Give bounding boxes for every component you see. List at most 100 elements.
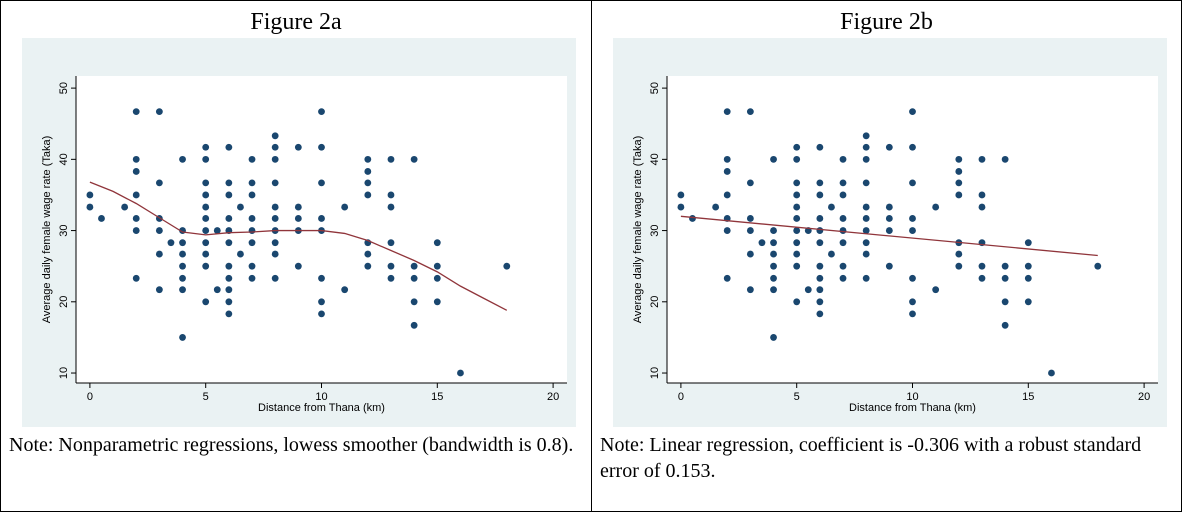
- point: [1024, 274, 1032, 282]
- point: [387, 274, 395, 282]
- x-tick-label: 10: [906, 391, 918, 403]
- point: [862, 155, 870, 163]
- point: [885, 262, 893, 270]
- point: [746, 227, 754, 234]
- figure-cell: Figure 2a 10 20 30 40 50 0 5 10 15 20 Distance fro…: [0, 0, 592, 512]
- point: [932, 286, 940, 294]
- point: [132, 191, 140, 199]
- point: [839, 179, 847, 187]
- figure-title: Figure 2a: [250, 9, 342, 35]
- point: [271, 155, 279, 163]
- point: [746, 215, 754, 222]
- point: [248, 191, 256, 199]
- point: [364, 250, 372, 258]
- point: [816, 286, 824, 294]
- point: [202, 298, 210, 306]
- point: [828, 250, 835, 258]
- point: [410, 262, 418, 270]
- y-axis-label: Average daily female wage rate (Taka): [632, 136, 644, 324]
- point: [271, 179, 279, 187]
- point: [294, 215, 302, 222]
- point: [816, 215, 824, 222]
- point: [179, 286, 186, 294]
- point: [179, 334, 186, 341]
- point: [932, 203, 940, 211]
- point: [839, 191, 847, 199]
- point: [955, 179, 963, 187]
- point: [1048, 369, 1055, 377]
- point: [132, 274, 140, 282]
- point: [179, 262, 186, 270]
- point: [746, 250, 754, 258]
- point: [723, 155, 731, 163]
- fit-line: [680, 215, 1098, 257]
- point: [758, 239, 766, 247]
- point: [410, 298, 418, 306]
- point: [410, 155, 418, 163]
- point: [955, 250, 963, 258]
- point: [839, 215, 847, 222]
- point: [839, 262, 847, 270]
- point: [179, 239, 186, 247]
- x-tick-label: 0: [678, 391, 684, 403]
- y-axis-label: Average daily female wage rate (Taka): [41, 136, 53, 324]
- point: [1024, 298, 1032, 306]
- point: [770, 262, 777, 270]
- point: [862, 203, 870, 211]
- point: [816, 143, 824, 151]
- point: [387, 203, 395, 211]
- point: [885, 227, 893, 234]
- point: [793, 143, 801, 151]
- point: [225, 215, 233, 222]
- point: [433, 274, 441, 282]
- point: [793, 203, 801, 211]
- point: [132, 168, 140, 175]
- point: [816, 191, 824, 199]
- point: [294, 262, 302, 270]
- y-tick-label: 40: [58, 153, 70, 165]
- point: [248, 179, 256, 187]
- point: [909, 298, 916, 306]
- point: [816, 179, 824, 187]
- point: [248, 274, 256, 282]
- point: [248, 215, 256, 222]
- point: [793, 262, 801, 270]
- point: [978, 155, 986, 163]
- point: [364, 262, 372, 270]
- y-tick-label: 30: [649, 224, 661, 236]
- point: [862, 250, 870, 258]
- point: [689, 215, 696, 222]
- point: [978, 274, 986, 282]
- point: [839, 155, 847, 163]
- figure-note: Note: Linear regression, coefficient is …: [600, 434, 1142, 482]
- point: [225, 274, 233, 282]
- point: [793, 227, 801, 234]
- chart: 10 20 30 40 50 0 5 10 15 20 Distance from Thana (k…: [22, 38, 576, 427]
- point: [909, 143, 916, 151]
- point: [978, 203, 986, 211]
- point: [885, 203, 893, 211]
- point: [723, 227, 731, 234]
- point: [1024, 262, 1032, 270]
- point: [793, 155, 801, 163]
- point: [271, 239, 279, 247]
- point: [955, 262, 963, 270]
- point: [318, 274, 325, 282]
- point: [909, 215, 916, 222]
- point: [862, 274, 870, 282]
- y-tick-label: 10: [58, 367, 70, 379]
- point: [271, 143, 279, 151]
- point: [839, 239, 847, 247]
- point: [225, 143, 233, 151]
- point: [746, 179, 754, 187]
- point: [155, 179, 163, 187]
- point: [410, 274, 418, 282]
- point: [723, 274, 731, 282]
- point: [202, 239, 210, 247]
- point: [318, 298, 325, 306]
- point: [839, 274, 847, 282]
- y-tick-label: 50: [649, 82, 661, 94]
- point: [770, 286, 777, 294]
- point: [202, 215, 210, 222]
- point: [885, 215, 893, 222]
